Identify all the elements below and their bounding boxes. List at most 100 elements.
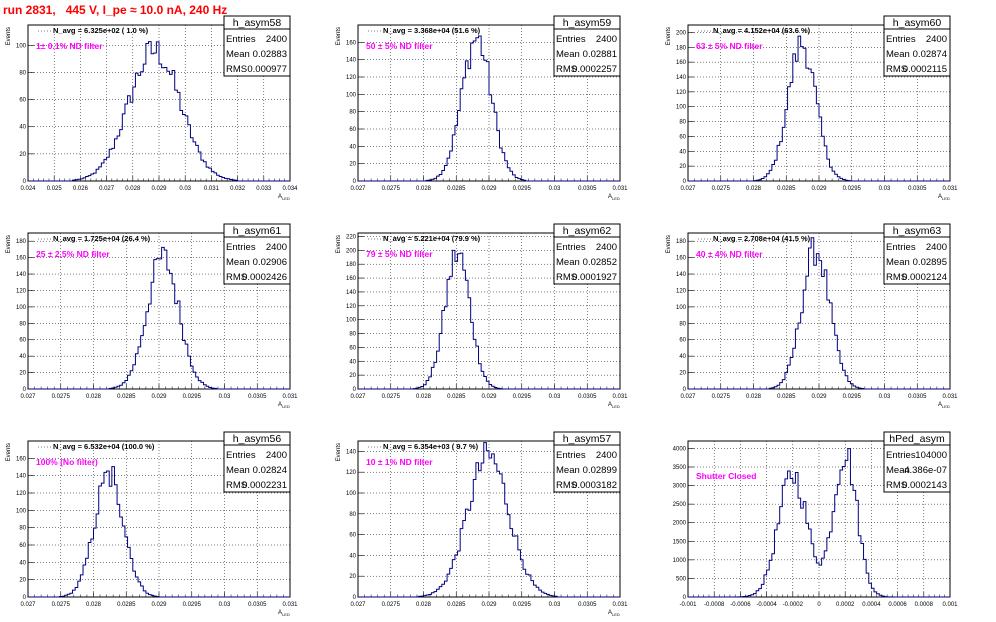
stat-value-mean: 0.02824 — [253, 465, 287, 476]
x-tick-label: 0.031 — [942, 394, 958, 400]
y-tick-label: 120 — [346, 470, 357, 476]
y-tick-label: 20 — [19, 152, 26, 158]
stat-label-entries: Entries — [556, 34, 586, 45]
x-tick-label: 0.0275 — [382, 186, 401, 192]
x-tick-label: 0.0006 — [888, 602, 907, 608]
filter-annotation: Shutter Closed — [696, 471, 756, 481]
y-tick-label: 40 — [19, 354, 26, 360]
n-avg-label: N_avg = 6.354e+03 ( 9.7 %) — [383, 442, 479, 451]
x-tick-label: 0.0295 — [513, 602, 532, 608]
y-tick-label: 100 — [16, 508, 27, 514]
x-axis-label: ALED — [608, 402, 620, 409]
y-tick-label: 220 — [346, 234, 357, 240]
y-tick-label: 20 — [19, 578, 26, 584]
x-tick-label: 0.027 — [350, 186, 366, 192]
stat-label-entries: Entries — [886, 450, 916, 461]
x-axis-label: ALED — [278, 402, 290, 409]
x-tick-label: 0.0285 — [447, 394, 466, 400]
y-tick-label: 0 — [683, 595, 687, 601]
histogram-name: h_asym62 — [563, 225, 612, 237]
x-tick-label: 0.031 — [204, 186, 220, 192]
x-tick-label: 0.0285 — [117, 602, 136, 608]
x-tick-label: 0.029 — [481, 394, 497, 400]
y-tick-label: 0 — [683, 179, 687, 185]
y-tick-label: 60 — [679, 134, 686, 140]
histogram-line — [358, 35, 620, 182]
stat-label-entries: Entries — [556, 450, 586, 461]
x-tick-label: 0.032 — [230, 186, 246, 192]
stats-box — [223, 15, 291, 77]
y-tick-label: 60 — [349, 127, 356, 133]
x-tick-label: 0.027 — [350, 394, 366, 400]
y-tick-label: 200 — [346, 248, 357, 254]
x-tick-label: 0.029 — [151, 602, 167, 608]
y-tick-label: 180 — [346, 262, 357, 268]
x-tick-label: 0.0305 — [908, 394, 927, 400]
stat-value-rms: 0.0002115 — [903, 64, 947, 75]
filter-annotation: 40 ± 4% ND filter — [696, 249, 763, 259]
stat-value-rms: 0.000977 — [247, 64, 287, 75]
y-tick-label: 160 — [676, 256, 687, 262]
y-tick-label: 60 — [19, 543, 26, 549]
stat-label-mean: Mean — [226, 257, 250, 268]
x-tick-label: 0.0285 — [447, 602, 466, 608]
x-tick-label: 0.034 — [282, 186, 298, 192]
stat-label-entries: Entries — [556, 242, 586, 253]
y-tick-label: 120 — [346, 75, 357, 81]
y-tick-label: 180 — [676, 239, 687, 245]
y-tick-label: 120 — [16, 491, 27, 497]
x-tick-label: 0.028 — [86, 602, 102, 608]
x-tick-label: 0.029 — [151, 394, 167, 400]
x-tick-label: 0.03 — [549, 186, 561, 192]
y-tick-label: 120 — [16, 288, 27, 294]
stats-box — [223, 223, 291, 285]
x-tick-label: 0.0008 — [915, 602, 934, 608]
x-tick-label: 0.0295 — [843, 394, 862, 400]
stat-label-rms: RMS — [556, 480, 577, 491]
stat-label-entries: Entries — [226, 34, 256, 45]
stat-label-entries: Entries — [226, 242, 256, 253]
x-tick-label: 0.03 — [549, 394, 561, 400]
y-tick-label: 140 — [676, 272, 687, 278]
y-tick-label: 0 — [353, 595, 357, 601]
y-tick-label: 3000 — [673, 484, 687, 490]
y-tick-label: 120 — [676, 288, 687, 294]
x-tick-label: 0.0002 — [836, 602, 855, 608]
stat-value-mean: 0.02852 — [583, 257, 617, 268]
y-axis-label: Events — [6, 235, 12, 253]
histogram-line — [688, 237, 950, 390]
n-avg-label: N_avg = 6.532e+04 (100.0 %) — [53, 442, 155, 451]
y-tick-label: 0 — [353, 179, 357, 185]
histogram-panel-h_asym58: 0.024 0.025 0.026 0.027 0.028 0.029 0.03 0.031 0… — [6, 15, 298, 201]
x-tick-label: 0.029 — [811, 186, 827, 192]
stat-label-mean: Mean — [226, 49, 250, 60]
y-tick-label: 0 — [23, 595, 27, 601]
x-tick-label: 0.029 — [811, 394, 827, 400]
x-tick-label: 0.027 — [350, 602, 366, 608]
x-tick-label: -0.0008 — [704, 602, 725, 608]
x-tick-label: 0.033 — [256, 186, 272, 192]
y-tick-label: 100 — [16, 43, 27, 49]
x-tick-label: 0.027 — [20, 602, 36, 608]
histogram-line — [28, 41, 290, 182]
x-axis-label: ALED — [278, 610, 290, 617]
y-tick-label: 100 — [346, 491, 357, 497]
y-tick-label: 80 — [349, 110, 356, 116]
x-tick-label: 0.031 — [282, 394, 298, 400]
stat-value-entries: 104000 — [915, 450, 947, 461]
histogram-name: hPed_asym — [889, 433, 945, 445]
x-tick-label: -0.0006 — [730, 602, 751, 608]
histogram-name: h_asym57 — [563, 433, 612, 445]
x-tick-label: 0.0275 — [52, 602, 71, 608]
y-axis-label: Events — [666, 235, 672, 253]
y-tick-label: 60 — [349, 533, 356, 539]
stat-value-rms: 0.0002143 — [902, 480, 947, 491]
histogram-panel-h_asym57: 0.027 0.0275 0.028 0.0285 0.029 0.0295 0.03 0.0… — [336, 431, 628, 617]
x-tick-label: 0.028 — [416, 394, 432, 400]
stat-value-mean: 0.02906 — [253, 257, 287, 268]
y-tick-label: 60 — [19, 98, 26, 104]
stat-label-mean: Mean — [556, 257, 580, 268]
histogram-line — [358, 249, 620, 390]
x-tick-label: 0.0295 — [513, 186, 532, 192]
